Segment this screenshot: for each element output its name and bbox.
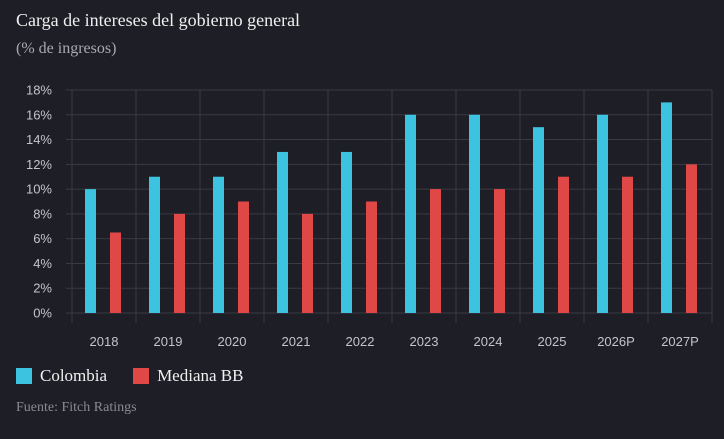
- bar-mediana-bb-2023: [430, 189, 441, 313]
- grid-layer: [66, 89, 713, 323]
- bar-mediana-bb-2024: [494, 189, 505, 313]
- bar-mediana-bb-2018: [110, 232, 121, 313]
- legend: Colombia Mediana BB: [16, 366, 269, 386]
- x-tick-label: 2020: [218, 334, 247, 349]
- bar-colombia-2023: [405, 114, 416, 314]
- legend-label-mediana-bb: Mediana BB: [157, 366, 244, 385]
- bar-colombia-2021: [277, 151, 288, 313]
- x-tick-label: 2026P: [597, 334, 635, 349]
- y-tick-label: 16%: [26, 107, 52, 122]
- y-tick-label: 10%: [26, 182, 52, 197]
- chart-title: Carga de intereses del gobierno general: [16, 10, 301, 30]
- y-tick-label: 6%: [33, 231, 52, 246]
- bar-mediana-bb-2022: [366, 201, 377, 313]
- x-tick-label: 2027P: [661, 334, 699, 349]
- bar-mediana-bb-2021: [302, 213, 313, 313]
- y-tick-label: 0%: [33, 306, 52, 321]
- bar-colombia-2020: [213, 176, 224, 313]
- y-tick-label: 2%: [33, 281, 52, 296]
- bar-mediana-bb-2027p: [686, 164, 697, 313]
- x-tick-label: 2021: [282, 334, 311, 349]
- chart-subtitle: (% de ingresos): [16, 40, 117, 57]
- bar-colombia-2026p: [597, 114, 608, 314]
- bar-mediana-bb-2026p: [622, 176, 633, 313]
- bar-colombia-2024: [469, 114, 480, 314]
- legend-swatch-mediana-bb: [133, 368, 150, 384]
- bar-mediana-bb-2019: [174, 213, 185, 313]
- x-tick-label: 2018: [90, 334, 119, 349]
- tick-layer: 0% 2% 4% 6% 8% 10% 12% 14% 16% 18% 2018 2019 2020 202…: [26, 83, 699, 350]
- x-tick-label: 2024: [474, 334, 503, 349]
- bar-colombia-2022: [341, 151, 352, 313]
- y-tick-label: 18%: [26, 83, 52, 98]
- x-tick-label: 2022: [346, 334, 375, 349]
- bar-layer: [85, 102, 697, 314]
- x-tick-label: 2019: [154, 334, 183, 349]
- legend-item-colombia[interactable]: Colombia: [16, 366, 107, 386]
- bar-colombia-2025: [533, 127, 544, 314]
- y-tick-label: 8%: [33, 206, 52, 221]
- legend-swatch-colombia: [16, 368, 32, 384]
- legend-item-mediana-bb[interactable]: Mediana BB: [133, 366, 243, 386]
- y-tick-label: 12%: [26, 157, 52, 172]
- legend-label-colombia: Colombia: [40, 366, 108, 385]
- x-tick-label: 2025: [538, 334, 567, 349]
- bar-colombia-2018: [85, 189, 96, 313]
- bar-colombia-2019: [149, 176, 160, 313]
- bar-colombia-2027p: [661, 102, 672, 313]
- y-tick-label: 14%: [26, 132, 52, 147]
- source-note: Fuente: Fitch Ratings: [16, 400, 137, 415]
- bar-chart: 0% 2% 4% 6% 8% 10% 12% 14% 16% 18% 2018 2019 2020 202…: [26, 83, 713, 350]
- y-tick-label: 4%: [33, 256, 52, 271]
- x-tick-label: 2023: [410, 334, 439, 349]
- bar-mediana-bb-2020: [238, 201, 249, 313]
- bar-mediana-bb-2025: [558, 176, 569, 313]
